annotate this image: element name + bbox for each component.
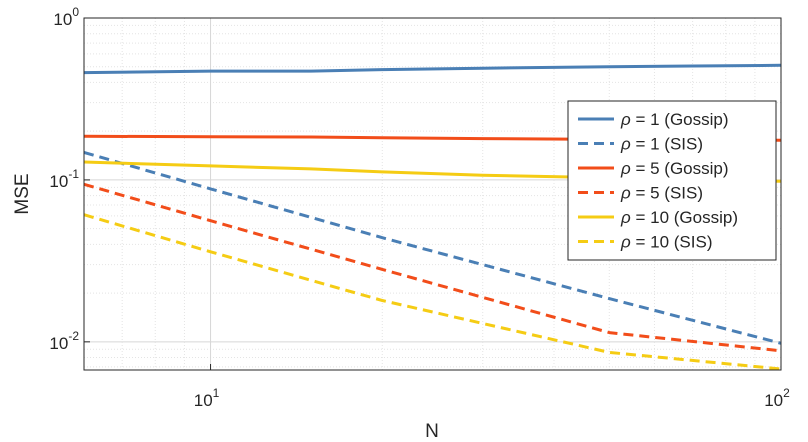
legend-text: = 1 (Gossip) bbox=[631, 110, 729, 129]
y-tick-base: 10 bbox=[49, 334, 68, 353]
x-tick-label: 101 bbox=[194, 386, 220, 410]
legend-label-2: ρ = 1 (SIS) bbox=[620, 135, 703, 154]
legend-text: = 1 (SIS) bbox=[631, 135, 703, 154]
legend-symbol: ρ bbox=[620, 159, 631, 178]
x-tick-exponent: 2 bbox=[783, 386, 790, 400]
legend-label-4: ρ = 5 (SIS) bbox=[620, 184, 703, 203]
y-tick-label: 10-1 bbox=[49, 167, 79, 191]
x-tick-label: 102 bbox=[764, 386, 790, 410]
y-tick-base: 10 bbox=[53, 10, 72, 29]
y-tick-label: 10-2 bbox=[49, 329, 79, 353]
y-tick-exponent: -1 bbox=[68, 167, 79, 181]
y-axis-label: MSE bbox=[12, 173, 33, 214]
y-tick-label: 100 bbox=[53, 5, 79, 29]
legend-symbol: ρ bbox=[620, 135, 631, 154]
series-line-4 bbox=[83, 182, 782, 353]
y-tick-base: 10 bbox=[49, 172, 68, 191]
y-tick-exponent: -2 bbox=[68, 329, 79, 343]
y-tick-exponent: 0 bbox=[72, 5, 79, 19]
legend-label-1: ρ = 1 (Gossip) bbox=[620, 110, 729, 129]
series-line-1 bbox=[83, 63, 782, 75]
grid bbox=[84, 18, 781, 370]
legend-symbol: ρ bbox=[620, 110, 631, 129]
series-line-2 bbox=[83, 150, 782, 345]
legend-box bbox=[567, 100, 777, 261]
x-axis-label: N bbox=[425, 421, 439, 442]
legend-symbol: ρ bbox=[620, 184, 631, 203]
legend-text: = 5 (Gossip) bbox=[631, 159, 729, 178]
legend-symbol: ρ bbox=[620, 233, 631, 252]
legend-text: = 10 (Gossip) bbox=[631, 208, 738, 227]
legend-label-3: ρ = 5 (Gossip) bbox=[620, 159, 729, 178]
legend-text: = 10 (SIS) bbox=[631, 233, 713, 252]
legend: ρ = 1 (Gossip)ρ = 1 (SIS)ρ = 5 (Gossip)ρ… bbox=[567, 100, 777, 261]
plot-frame bbox=[83, 17, 782, 371]
series-line-6 bbox=[83, 213, 782, 371]
legend-label-5: ρ = 10 (Gossip) bbox=[620, 208, 738, 227]
x-tick-exponent: 1 bbox=[213, 386, 220, 400]
legend-symbol: ρ bbox=[620, 208, 631, 227]
legend-text: = 5 (SIS) bbox=[631, 184, 703, 203]
legend-label-6: ρ = 10 (SIS) bbox=[620, 233, 712, 252]
